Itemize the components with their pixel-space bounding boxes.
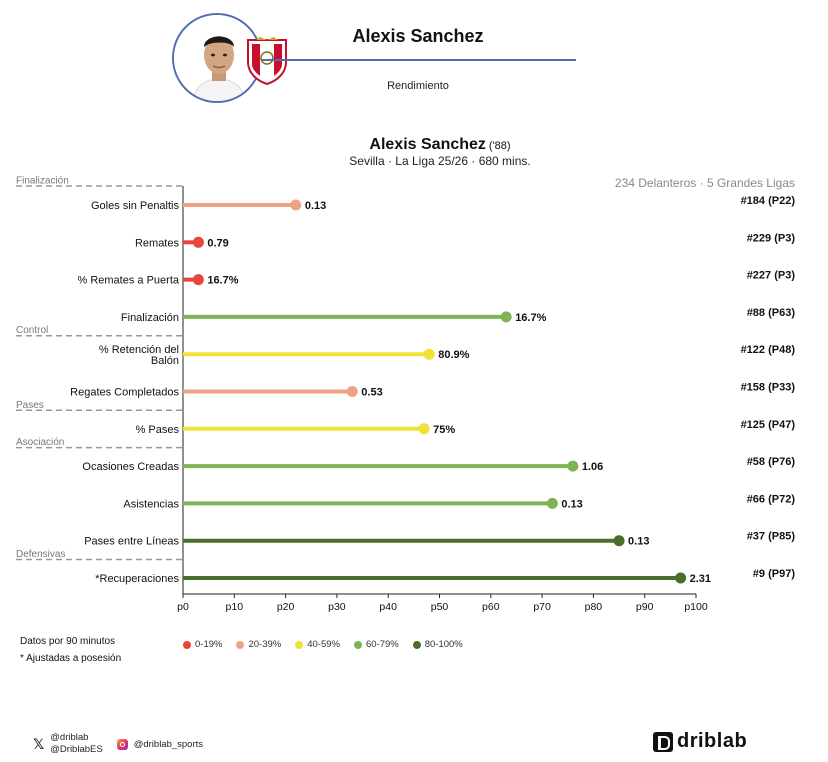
lollipop-dot	[423, 348, 435, 360]
rank-label: #184 (P22)	[741, 195, 796, 207]
metric-label: Remates	[135, 237, 180, 249]
metric-label: % Pases	[136, 424, 180, 436]
lollipop-dot	[290, 199, 302, 211]
legend-item: 20-39%	[236, 639, 281, 650]
rank-label: #66 (P72)	[747, 493, 796, 505]
metric-label: *Recuperaciones	[95, 573, 179, 585]
chart-legend: 0-19% 20-39% 40-59% 60-79% 80-100%	[183, 639, 463, 650]
legend-label: 60-79%	[365, 639, 399, 650]
rank-label: #229 (P3)	[747, 232, 796, 244]
value-label: 0.13	[628, 536, 649, 548]
header-player-name: Alexis Sanchez	[352, 26, 484, 46]
legend-item: 80-100%	[412, 639, 463, 650]
lollipop-dot	[500, 311, 512, 323]
x-tick-label: p30	[328, 601, 346, 613]
note-adjusted: * Ajustadas a posesión	[20, 653, 122, 664]
value-label: 80.9%	[438, 349, 469, 361]
value-label: 0.79	[207, 237, 228, 249]
lollipop-dot	[192, 236, 204, 248]
group-label: Asociación	[16, 437, 64, 448]
legend-label: 40-59%	[307, 639, 340, 650]
lollipop-dot	[192, 274, 204, 286]
rank-label: #125 (P47)	[741, 419, 796, 431]
sample-description: 234 Delanteros · 5 Grandes Ligas	[614, 176, 795, 190]
rank-label: #158 (P33)	[741, 382, 796, 394]
driblab-logo-icon	[653, 731, 673, 752]
value-label: 2.31	[690, 573, 711, 585]
legend-item: 40-59%	[295, 639, 340, 650]
group-label: Finalización	[16, 176, 69, 187]
group-label: Pases	[16, 400, 44, 411]
lollipop-dot	[567, 460, 579, 472]
x-tick-label: p80	[585, 601, 603, 613]
chart-title: Alexis Sanchez ('88)	[180, 136, 700, 154]
value-label: 0.13	[305, 200, 326, 212]
metric-label: Goles sin Penaltis	[91, 200, 180, 212]
lollipop-dot	[546, 497, 558, 509]
value-label: 16.7%	[207, 275, 238, 287]
x-tick-label: p100	[684, 601, 708, 613]
metric-label: Regates Completados	[70, 387, 179, 399]
twitter-handle-2[interactable]: @DriblabES	[50, 744, 103, 755]
header-subtitle: Rendimiento	[387, 80, 449, 92]
social-handles: 𝕏 @driblab @DriblabES @driblab_sports	[33, 732, 203, 756]
twitter-handles: @driblab @DriblabES	[50, 732, 102, 756]
legend-swatch	[412, 640, 421, 649]
legend-label: 80-100%	[424, 639, 463, 650]
x-twitter-icon: 𝕏	[33, 735, 45, 752]
value-label: 0.13	[561, 498, 582, 510]
group-label: Control	[16, 325, 48, 336]
group-label: Defensivas	[16, 549, 65, 560]
birth-year: ('88)	[488, 140, 511, 152]
metric-label: Asistencias	[123, 498, 179, 510]
value-label: 1.06	[582, 461, 603, 473]
chart-player-name: Alexis Sanchez	[369, 136, 486, 153]
legend-item: 0-19%	[183, 639, 222, 650]
rank-label: #58 (P76)	[747, 456, 796, 468]
metric-label: Finalización	[121, 312, 179, 324]
value-label: 75%	[433, 424, 455, 436]
note-per90: Datos por 90 minutos	[20, 636, 116, 647]
x-tick-label: p10	[226, 601, 244, 613]
value-label: 16.7%	[515, 312, 546, 324]
x-tick-label: p50	[431, 601, 449, 613]
percentile-chart: Finalización Control Pases Asociación Defens…	[16, 176, 796, 613]
legend-swatch	[353, 640, 362, 649]
legend-swatch	[295, 640, 304, 649]
x-tick-label: p60	[482, 601, 500, 613]
player-avatar	[172, 13, 262, 103]
legend-label: 20-39%	[248, 639, 282, 650]
x-tick-label: p70	[533, 601, 551, 613]
rank-label: #37 (P85)	[747, 531, 796, 543]
lollipop-dot	[675, 572, 687, 584]
rank-label: #9 (P97)	[753, 568, 796, 580]
lollipop-dot	[613, 535, 625, 547]
rank-label: #88 (P63)	[747, 307, 796, 319]
lollipop-dot	[346, 386, 358, 397]
legend-swatch	[183, 640, 191, 649]
metric-label: % Retención del Balón	[99, 344, 179, 367]
legend-label: 0-19%	[195, 639, 223, 650]
brand-name: driblab	[677, 730, 748, 752]
brand-logo: driblab	[653, 730, 747, 753]
x-tick-label: p90	[636, 601, 654, 613]
x-tick-label: p40	[379, 601, 397, 613]
x-tick-label: p20	[277, 601, 295, 613]
legend-item: 60-79%	[353, 639, 399, 650]
lollipop-dot	[418, 423, 430, 435]
twitter-handle-1[interactable]: @driblab	[50, 732, 89, 743]
header-divider	[262, 59, 576, 61]
x-tick-label: p0	[177, 601, 189, 613]
instagram-handle[interactable]: @driblab_sports	[133, 738, 204, 750]
player-photo-icon	[174, 15, 260, 101]
metric-label: % Remates a Puerta	[78, 275, 180, 287]
metric-label: Pases entre Líneas	[84, 536, 179, 548]
rank-label: #122 (P48)	[741, 344, 796, 356]
rank-label: #227 (P3)	[747, 270, 796, 282]
metric-label: Ocasiones Creadas	[82, 461, 179, 473]
instagram-icon	[116, 738, 128, 750]
chart-subtitle: Sevilla · La Liga 25/26 · 680 mins.	[349, 154, 531, 168]
value-label: 0.53	[361, 387, 382, 399]
legend-swatch	[236, 640, 245, 649]
